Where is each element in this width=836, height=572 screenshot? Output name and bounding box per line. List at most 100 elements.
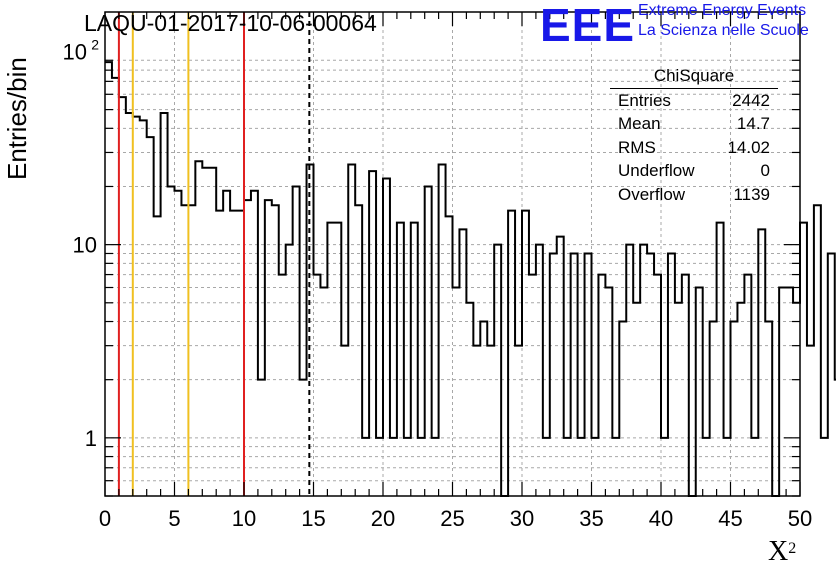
x-axis: 0 5 10 15 20 25 30 35 40 45 50 — [99, 12, 812, 531]
stats-value: 1139 — [733, 184, 770, 204]
histogram-bin — [654, 275, 661, 496]
histogram-bin — [369, 171, 376, 496]
y-tick-label: 10 — [73, 233, 97, 258]
histogram-bin — [515, 346, 522, 496]
histogram-bin — [466, 303, 473, 496]
histogram-bin — [598, 275, 605, 496]
histogram-bin — [626, 245, 633, 496]
histogram-outline — [105, 61, 836, 497]
histogram-bin — [605, 288, 612, 496]
histogram-bin — [793, 303, 800, 496]
y-tick-exponent: 2 — [91, 36, 99, 52]
histogram-bin — [168, 186, 175, 496]
x-tick-label: 15 — [301, 506, 325, 531]
chart-title: LAQU-01-2017-10-06-00064 — [84, 10, 377, 36]
histogram-series — [105, 61, 836, 497]
stats-value: 14.7 — [736, 114, 770, 134]
histogram-bin — [779, 288, 786, 496]
histogram-bin — [223, 191, 230, 496]
histogram-bin — [585, 253, 592, 496]
stats-label: Underflow — [618, 161, 695, 181]
x-tick-label: 30 — [510, 506, 534, 531]
histogram-bin — [133, 117, 140, 496]
histogram-bin — [529, 275, 536, 496]
histogram-bin — [557, 237, 564, 496]
histogram-bin — [140, 120, 147, 496]
histogram-bin — [293, 186, 300, 496]
logo-line-2: La Scienza nelle Scuole — [638, 22, 809, 39]
reference-lines — [117, 12, 311, 496]
stats-row: RMS 14.02 — [610, 136, 778, 159]
logo-line-1: Extreme Energy Events — [638, 2, 807, 19]
histogram-bin — [758, 229, 765, 496]
histogram-bin — [195, 161, 202, 496]
histogram-bin — [814, 205, 821, 496]
stats-title: ChiSquare — [610, 66, 778, 89]
histogram-bin — [251, 191, 258, 496]
histogram-bin — [828, 253, 835, 496]
histogram-bin — [154, 216, 161, 496]
histogram-bin — [536, 245, 543, 496]
stats-label: Entries — [618, 91, 671, 110]
histogram-bin — [314, 275, 321, 496]
histogram-bin — [425, 186, 432, 496]
histogram-bin — [286, 245, 293, 496]
histogram-bin — [161, 113, 168, 496]
histogram-bin — [279, 275, 286, 496]
histogram-bin — [731, 322, 738, 496]
histogram-bin — [571, 253, 578, 496]
x-tick-label: 50 — [788, 506, 812, 531]
x-tick-label: 40 — [649, 506, 673, 531]
stats-row: Mean 14.7 — [610, 112, 778, 135]
histogram-bin — [710, 322, 717, 496]
x-tick-label: 0 — [99, 506, 111, 531]
histogram-bin — [682, 275, 689, 496]
histogram-bin — [480, 322, 487, 496]
x-tick-label: 20 — [371, 506, 395, 531]
histogram-bin — [647, 253, 654, 496]
stats-box: ChiSquare Entries 2442 Mean 14.7 RMS 14.… — [610, 66, 778, 206]
x-tick-label: 35 — [579, 506, 603, 531]
x-tick-label: 5 — [168, 506, 180, 531]
y-tick-label: 1 — [85, 426, 97, 451]
y-tick-label: 10 — [63, 39, 87, 64]
histogram-bin — [383, 178, 390, 496]
histogram-bin — [807, 346, 814, 496]
histogram-bin — [487, 346, 494, 496]
stats-row: Overflow 1139 — [610, 183, 778, 206]
x-tick-label: 10 — [232, 506, 256, 531]
histogram-bin — [786, 288, 793, 496]
histogram-bin — [765, 322, 772, 496]
histogram-bin — [800, 223, 807, 496]
histogram-bin — [675, 303, 682, 496]
histogram-bin — [473, 346, 480, 496]
histogram-bin — [341, 346, 348, 496]
histogram-bin — [105, 62, 112, 496]
histogram-bin — [181, 205, 188, 496]
stats-row: Underflow 0 — [610, 159, 778, 182]
histogram-bin — [147, 137, 154, 496]
histogram-bin — [640, 245, 647, 496]
histogram-bin — [320, 288, 327, 496]
histogram-bin — [494, 245, 501, 496]
x-tick-label: 25 — [440, 506, 464, 531]
histogram-bin — [744, 275, 751, 496]
histogram-bin — [119, 97, 126, 496]
stats-label: Overflow — [618, 184, 686, 204]
histogram-bin — [355, 205, 362, 496]
stats-value: 14.02 — [727, 137, 770, 157]
histogram-bin — [668, 253, 675, 496]
stats-label: Mean — [618, 114, 661, 134]
stats-row: Entries 2442 — [610, 89, 778, 112]
histogram-bin — [550, 253, 557, 496]
histogram-bin — [696, 288, 703, 496]
x-tick-label: 45 — [718, 506, 742, 531]
histogram-bin — [188, 205, 195, 496]
x-axis-label: X2 — [768, 536, 797, 567]
histogram-bin — [821, 438, 828, 496]
stats-value: 0 — [760, 161, 770, 181]
stats-label: RMS — [618, 137, 656, 157]
histogram-bin — [446, 216, 453, 496]
